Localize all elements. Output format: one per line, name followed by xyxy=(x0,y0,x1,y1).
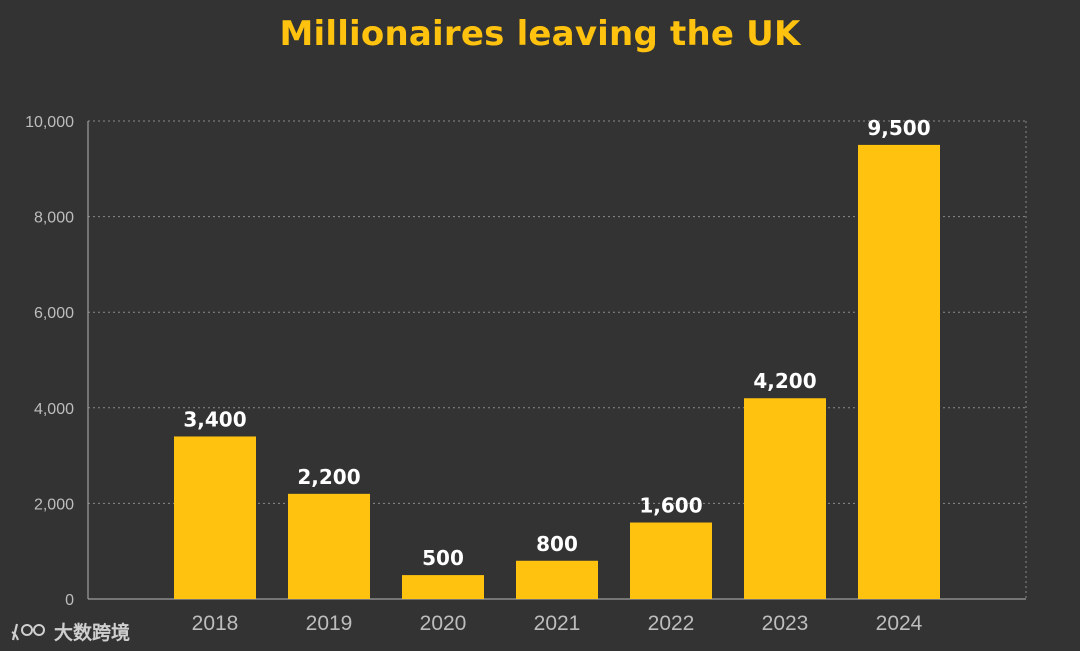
y-tick-label: 0 xyxy=(65,592,74,609)
x-tick-label: 2022 xyxy=(648,612,695,635)
data-label: 1,600 xyxy=(639,494,702,518)
labels: 0 2,000 4,000 6,000 8,000 10,000 3,400 2018 2,20… xyxy=(25,114,931,635)
x-tick-label: 2024 xyxy=(876,612,923,635)
y-tick-label: 2,000 xyxy=(34,496,74,513)
bar xyxy=(630,522,712,599)
chart-title: Millionaires leaving the UK xyxy=(279,14,801,54)
data-label: 3,400 xyxy=(183,407,246,431)
bar xyxy=(516,560,598,599)
x-tick-label: 2023 xyxy=(762,612,809,635)
data-label: 2,200 xyxy=(297,465,360,489)
bar xyxy=(744,398,826,599)
watermark: 大数跨境 xyxy=(10,618,130,645)
data-label: 4,200 xyxy=(753,369,816,393)
data-label: 9,500 xyxy=(867,116,930,140)
x-tick-label: 2018 xyxy=(192,612,239,635)
data-label: 500 xyxy=(422,546,464,570)
watermark-text: 大数跨境 xyxy=(54,622,131,644)
bars xyxy=(174,144,940,599)
data-label: 800 xyxy=(536,532,578,556)
x-tick-label: 2020 xyxy=(420,612,467,635)
y-tick-label: 6,000 xyxy=(34,305,74,322)
watermark-logo-icon xyxy=(11,623,45,640)
y-tick-label: 10,000 xyxy=(25,114,74,131)
bar xyxy=(402,575,484,599)
y-tick-label: 4,000 xyxy=(34,401,74,418)
x-tick-label: 2021 xyxy=(534,612,581,635)
bar xyxy=(288,493,370,599)
y-tick-label: 8,000 xyxy=(34,210,74,227)
bar xyxy=(858,144,940,599)
x-tick-label: 2019 xyxy=(306,612,353,635)
bar xyxy=(174,436,256,599)
